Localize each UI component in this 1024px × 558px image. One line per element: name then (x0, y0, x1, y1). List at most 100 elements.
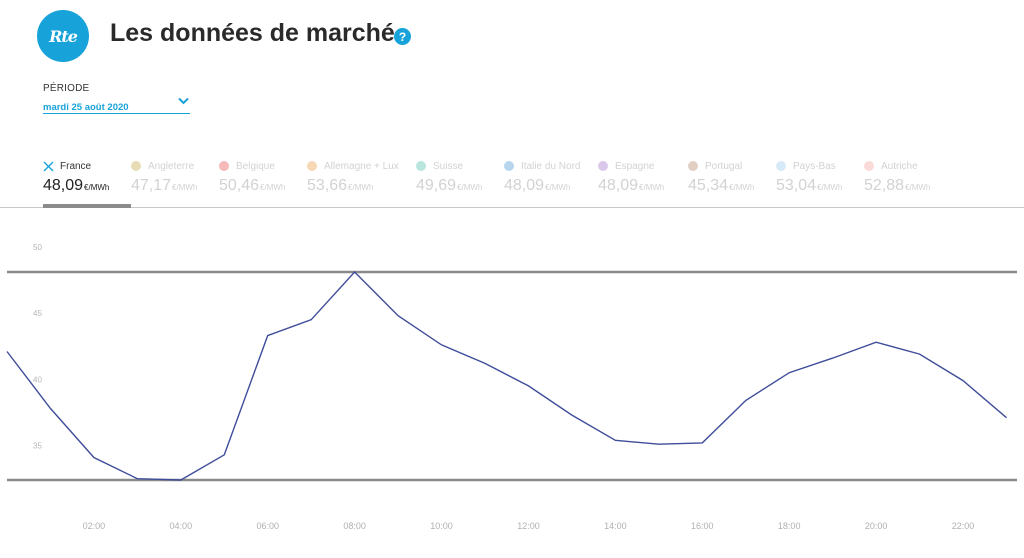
data-point[interactable] (134, 476, 140, 482)
x-tick-label: 12:00 (517, 521, 540, 531)
period-dropdown[interactable]: mardi 25 août 2020 (43, 97, 190, 114)
data-point[interactable] (395, 313, 401, 319)
legend-dot-icon (504, 161, 514, 171)
country-price: 45,34€/MWh (688, 177, 754, 195)
help-icon[interactable]: ? (394, 28, 411, 45)
price-value: 48,09 (504, 177, 545, 194)
country-name: Espagne (615, 160, 655, 172)
country-price: 49,69€/MWh (416, 177, 482, 195)
price-unit: €/MWh (639, 183, 665, 192)
country-name: Angleterre (148, 160, 195, 172)
price-unit: €/MWh (817, 183, 843, 192)
data-point[interactable] (91, 454, 97, 460)
price-chart: 50 45 40 35 02:00 04:00 06:00 08:00 10:00 12:00 14… (4, 243, 1017, 531)
data-point[interactable] (221, 452, 227, 458)
x-tick-label: 20:00 (865, 521, 888, 531)
legend-dot-icon (131, 161, 141, 171)
x-tick-label: 08:00 (343, 521, 366, 531)
price-value: 53,04 (776, 177, 817, 194)
tab-header: Italie du Nord (504, 158, 580, 174)
price-unit: €/MWh (729, 183, 755, 192)
price-value: 50,46 (219, 177, 260, 194)
rte-logo[interactable]: Rte (37, 10, 89, 62)
price-value: 48,09 (43, 177, 84, 194)
tab-autriche[interactable]: Autriche 52,88€/MWh (864, 158, 930, 208)
y-tick-label: 45 (33, 309, 42, 318)
country-price: 48,09€/MWh (43, 177, 109, 195)
legend-dot-icon (598, 161, 608, 171)
active-tab-indicator (43, 204, 131, 208)
x-tick-label: 16:00 (691, 521, 714, 531)
country-name: Autriche (881, 160, 918, 172)
country-price: 53,66€/MWh (307, 177, 399, 195)
tab-header: Autriche (864, 158, 930, 174)
x-tick-label: 14:00 (604, 521, 627, 531)
data-point[interactable] (656, 441, 662, 447)
logo-text: Rte (49, 26, 78, 46)
tab-header: Pays-Bas (776, 158, 842, 174)
x-tick-label: 22:00 (952, 521, 975, 531)
tab-portugal[interactable]: Portugal 45,34€/MWh (688, 158, 754, 208)
tab-allemagne-lux[interactable]: Allemagne + Lux 53,66€/MWh (307, 158, 399, 208)
tab-header: Belgique (219, 158, 285, 174)
price-unit: €/MWh (348, 183, 374, 192)
legend-dot-icon (688, 161, 698, 171)
price-value: 48,09 (598, 177, 639, 194)
country-name: Portugal (705, 160, 743, 172)
tab-france[interactable]: France 48,09€/MWh (43, 158, 109, 208)
chevron-down-icon (178, 97, 189, 105)
data-point[interactable] (352, 269, 358, 275)
data-point[interactable] (47, 405, 53, 411)
legend-dot-icon (307, 161, 317, 171)
tab-header: Allemagne + Lux (307, 158, 399, 174)
period-label: PÉRIODE (43, 83, 90, 94)
data-point[interactable] (960, 378, 966, 384)
data-point[interactable] (786, 370, 792, 376)
data-point[interactable] (873, 339, 879, 345)
x-tick-label: 06:00 (256, 521, 279, 531)
price-value: 47,17 (131, 177, 172, 194)
x-tick-label: 10:00 (430, 521, 453, 531)
tab-suisse[interactable]: Suisse 49,69€/MWh (416, 158, 482, 208)
tab-belgique[interactable]: Belgique 50,46€/MWh (219, 158, 285, 208)
country-price: 48,09€/MWh (598, 177, 664, 195)
tab-header: Espagne (598, 158, 664, 174)
series-line-france[interactable] (6, 270, 1007, 481)
data-point[interactable] (482, 360, 488, 366)
legend-dot-icon (416, 161, 426, 171)
data-point[interactable] (439, 342, 445, 348)
price-unit: €/MWh (260, 183, 286, 192)
data-point[interactable] (830, 355, 836, 361)
data-point[interactable] (917, 351, 923, 357)
x-icon[interactable] (43, 161, 54, 172)
data-point[interactable] (525, 383, 531, 389)
legend-dot-icon (864, 161, 874, 171)
data-point[interactable] (569, 412, 575, 418)
price-unit: €/MWh (545, 183, 571, 192)
price-value: 49,69 (416, 177, 457, 194)
x-tick-label: 04:00 (170, 521, 193, 531)
country-name: France (60, 160, 92, 172)
price-unit: €/MWh (905, 183, 931, 192)
country-price: 52,88€/MWh (864, 177, 930, 195)
tab-italie-du-nord[interactable]: Italie du Nord 48,09€/MWh (504, 158, 580, 208)
price-unit: €/MWh (457, 183, 483, 192)
tab-pays-bas[interactable]: Pays-Bas 53,04€/MWh (776, 158, 842, 208)
data-point[interactable] (265, 333, 271, 339)
data-point[interactable] (178, 477, 184, 483)
tab-header: Suisse (416, 158, 482, 174)
tab-angleterre[interactable]: Angleterre 47,17€/MWh (131, 158, 197, 208)
price-value: 45,34 (688, 177, 729, 194)
country-name: Belgique (236, 160, 275, 172)
data-point[interactable] (612, 437, 618, 443)
data-point[interactable] (1003, 415, 1009, 421)
x-tick-label: 02:00 (83, 521, 106, 531)
price-value: 53,66 (307, 177, 348, 194)
tab-header: France (43, 158, 109, 174)
data-point[interactable] (4, 348, 10, 354)
data-point[interactable] (308, 317, 314, 323)
data-point[interactable] (699, 440, 705, 446)
tab-espagne[interactable]: Espagne 48,09€/MWh (598, 158, 664, 208)
data-point[interactable] (743, 398, 749, 404)
x-tick-label: 18:00 (778, 521, 801, 531)
